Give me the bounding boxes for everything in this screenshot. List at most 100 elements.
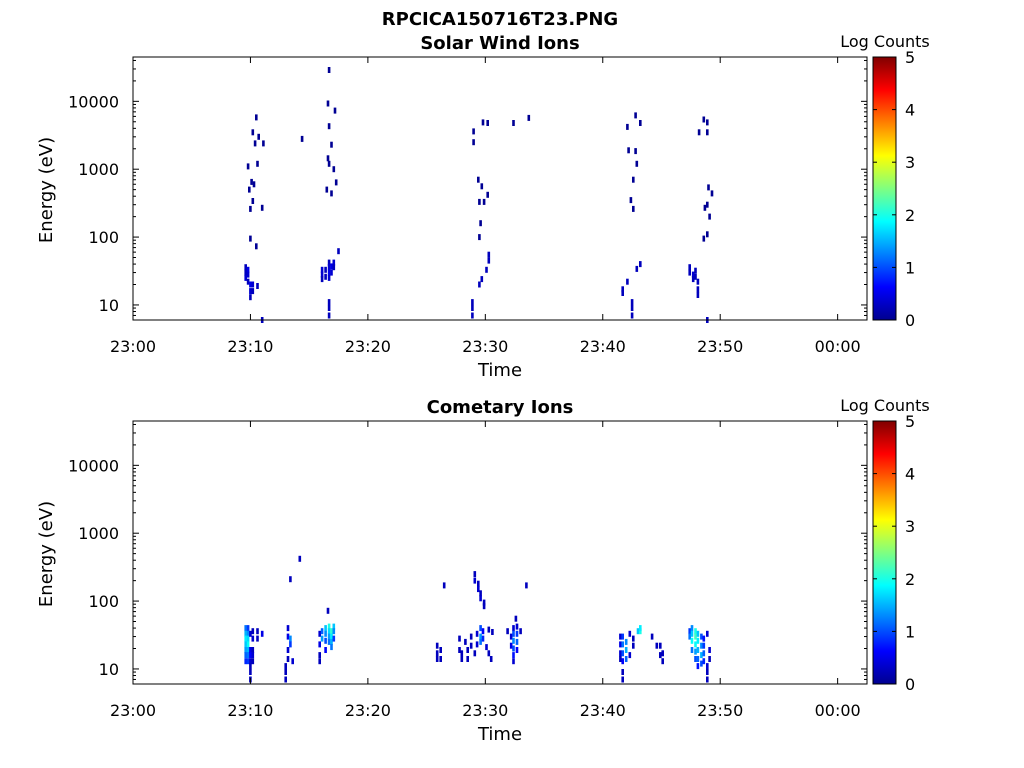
colorbar-tick-label: 5 bbox=[905, 48, 915, 67]
heatmap-cell bbox=[515, 630, 519, 637]
heatmap-cell bbox=[477, 176, 480, 183]
heatmap-cell bbox=[632, 205, 635, 212]
heatmap-cell bbox=[525, 582, 528, 589]
heatmap-cell bbox=[624, 647, 628, 653]
heatmap-cell bbox=[286, 633, 290, 640]
heatmap-cell bbox=[491, 629, 494, 635]
solar-wind-ions-panel: Solar Wind Ions 23:00 23:10 23:20 23:30 23:4… bbox=[36, 32, 930, 381]
heatmap-cell bbox=[512, 630, 515, 637]
heatmap-cell bbox=[251, 129, 255, 136]
heatmap-cell bbox=[244, 635, 247, 642]
x-tick-label: 23:00 bbox=[110, 701, 156, 720]
heatmap-cell bbox=[710, 190, 714, 197]
heatmap-cell bbox=[244, 630, 247, 637]
heatmap-cell bbox=[661, 658, 664, 665]
y-tick-label: 10000 bbox=[68, 456, 119, 475]
heatmap-cell bbox=[482, 603, 486, 610]
heatmap-cell bbox=[318, 630, 321, 637]
y-tick-label: 10000 bbox=[68, 92, 119, 111]
heatmap-cell bbox=[706, 669, 709, 675]
colorbar-tick-label: 2 bbox=[905, 570, 915, 589]
heatmap-cell bbox=[512, 645, 515, 652]
heatmap-cell bbox=[471, 312, 474, 319]
heatmap-cell bbox=[300, 135, 304, 142]
x-tick-label: 00:00 bbox=[815, 337, 861, 356]
heatmap-cell bbox=[482, 599, 486, 606]
heatmap-cell bbox=[244, 652, 247, 659]
heatmap-cell bbox=[621, 658, 624, 665]
y-tick-label: 1000 bbox=[78, 160, 119, 179]
heatmap-cell bbox=[702, 650, 706, 657]
heatmap-cell bbox=[473, 577, 477, 584]
heatmap-cell bbox=[332, 166, 336, 173]
heatmap-cell bbox=[333, 107, 337, 114]
heatmap-cell bbox=[635, 265, 639, 272]
heatmap-cell bbox=[619, 656, 622, 662]
heatmap-cell bbox=[519, 628, 522, 635]
heatmap-cell bbox=[257, 133, 260, 140]
x-tick-label: 23:40 bbox=[580, 701, 626, 720]
heatmap-cell bbox=[246, 647, 250, 653]
heatmap-cell bbox=[327, 623, 331, 630]
heatmap-cell bbox=[324, 625, 327, 632]
heatmap-cell bbox=[246, 658, 250, 665]
heatmap-cell bbox=[284, 676, 287, 683]
heatmap-cell bbox=[480, 276, 484, 283]
heatmap-cell bbox=[442, 582, 446, 589]
heatmap-cell bbox=[702, 635, 706, 642]
heatmap-cell bbox=[688, 264, 691, 271]
heatmap-cell bbox=[707, 184, 710, 191]
heatmap-cell bbox=[244, 269, 247, 276]
heatmap-cell bbox=[326, 607, 330, 614]
heatmap-cell bbox=[621, 669, 624, 675]
heatmap-cell bbox=[324, 630, 327, 637]
heatmap-cell bbox=[327, 259, 331, 266]
heatmap-cell bbox=[696, 647, 700, 653]
heatmap-cell bbox=[291, 658, 294, 665]
heatmap-cell bbox=[706, 663, 709, 670]
x-tick-label: 23:20 bbox=[345, 337, 391, 356]
heatmap-cell bbox=[509, 642, 513, 649]
heatmap-cell bbox=[320, 628, 324, 635]
heatmap-cell bbox=[696, 278, 700, 285]
heatmap-cell bbox=[479, 595, 482, 602]
heatmap-cell bbox=[330, 628, 333, 635]
heatmap-cell bbox=[330, 263, 333, 270]
heatmap-cell bbox=[249, 630, 252, 637]
heatmap-cell bbox=[696, 663, 700, 670]
heatmap-cell bbox=[251, 198, 255, 204]
x-tick-label: 23:20 bbox=[345, 701, 391, 720]
heatmap-cell bbox=[330, 644, 333, 651]
heatmap-cell bbox=[256, 283, 259, 289]
heatmap-cell bbox=[332, 635, 336, 642]
heatmap-cell bbox=[330, 269, 333, 276]
heatmap-cell bbox=[473, 650, 477, 657]
heatmap-cell bbox=[632, 635, 635, 642]
heatmap-cell bbox=[487, 650, 491, 657]
x-axis: 23:00 23:10 23:20 23:30 23:40 23:50 00:00 bbox=[110, 421, 861, 720]
heatmap-cell bbox=[481, 119, 485, 126]
heatmap-cell bbox=[694, 641, 697, 648]
heatmap-cell bbox=[246, 625, 250, 632]
heatmap-cell bbox=[619, 641, 622, 648]
heatmap-cell bbox=[621, 676, 624, 683]
heatmap-cell bbox=[324, 266, 327, 273]
heatmap-cell bbox=[509, 633, 513, 640]
x-tick-label: 23:30 bbox=[462, 701, 508, 720]
heatmap-cell bbox=[286, 647, 290, 653]
heatmap-cell bbox=[251, 658, 255, 665]
heatmap-cell bbox=[249, 669, 252, 675]
heatmap-cell bbox=[458, 647, 461, 653]
heatmap-cell bbox=[327, 264, 331, 271]
heatmap-cell bbox=[439, 647, 442, 653]
heatmap-cell bbox=[435, 642, 439, 649]
heatmap-cell bbox=[330, 190, 333, 197]
heatmap-cell bbox=[512, 120, 515, 126]
heatmap-cell bbox=[621, 650, 624, 657]
heatmap-cell bbox=[706, 201, 709, 208]
heatmap-cell bbox=[471, 299, 474, 306]
heatmap-cell bbox=[327, 274, 331, 281]
heatmap-cell bbox=[700, 633, 703, 640]
heatmap-cell bbox=[485, 266, 488, 273]
